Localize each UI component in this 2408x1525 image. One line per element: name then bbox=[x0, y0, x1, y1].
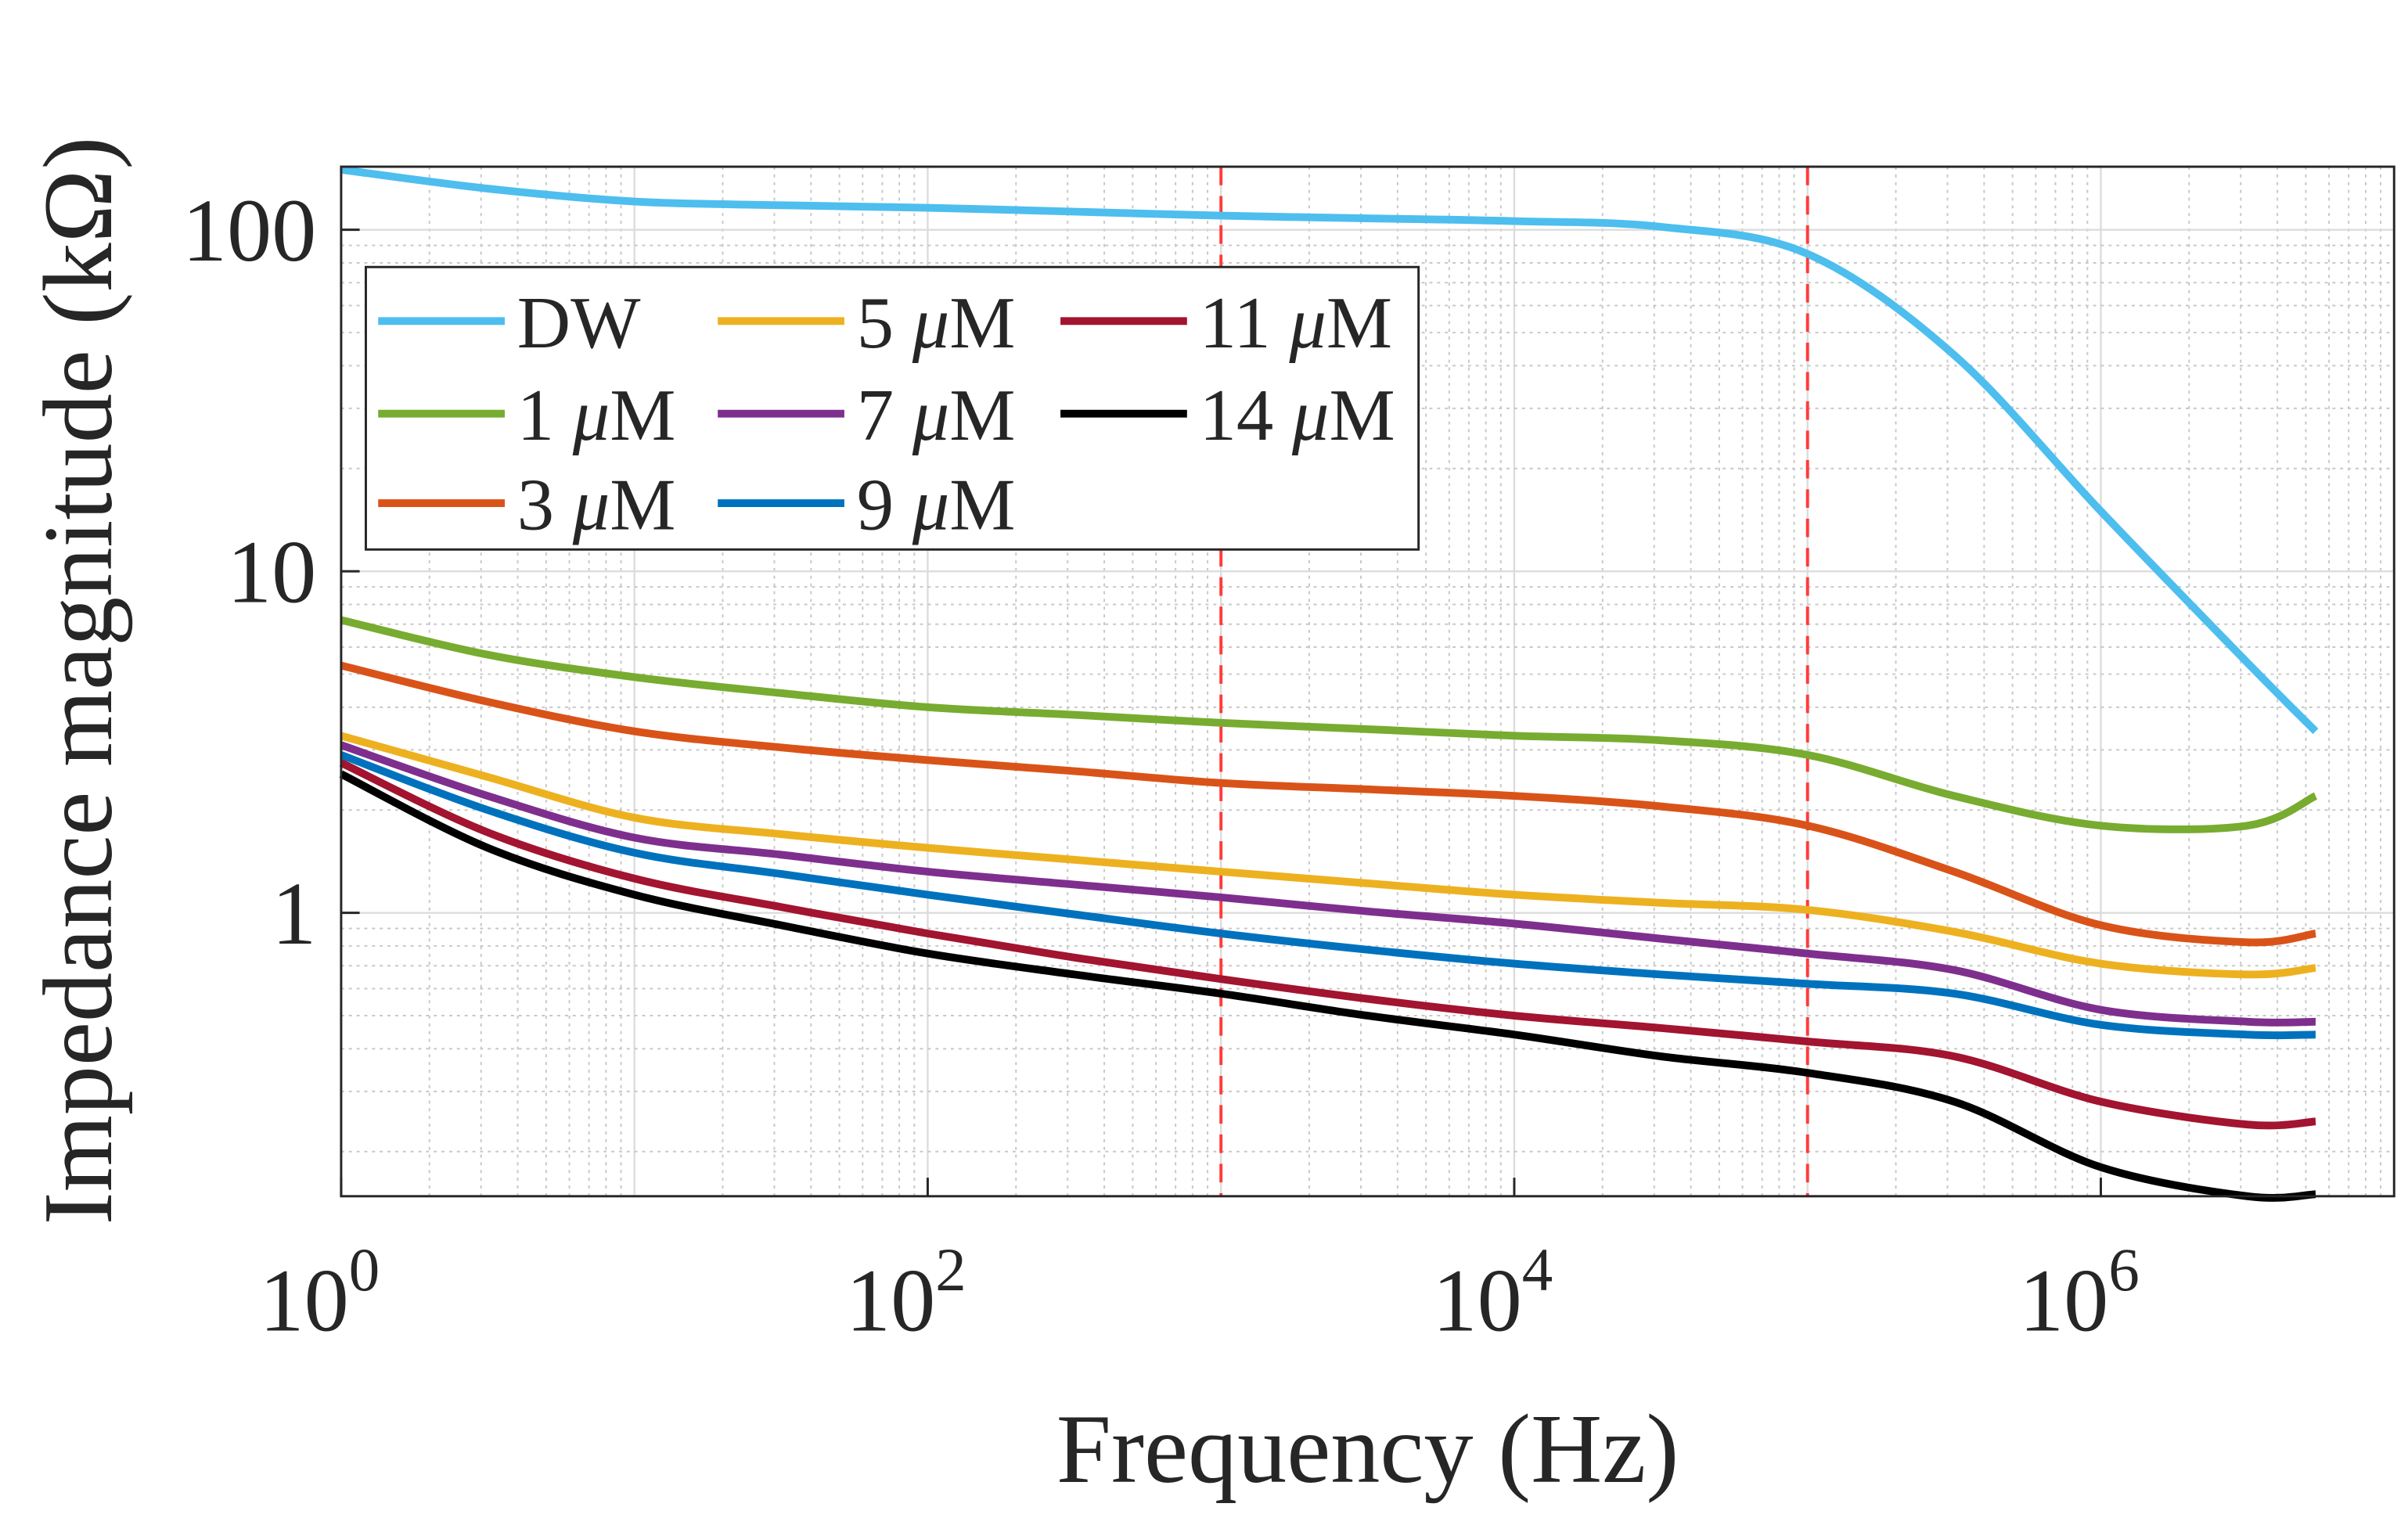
plot-area-frame bbox=[340, 165, 2395, 1198]
x-tick-label: 102 bbox=[846, 1236, 966, 1350]
series-1 bbox=[340, 616, 2318, 833]
legend-label: 9 μM bbox=[857, 465, 1016, 546]
legend-item-11: 11 μM bbox=[1060, 282, 1392, 364]
series-line bbox=[340, 165, 2319, 735]
legend-item-14: 14 μM bbox=[1060, 375, 1395, 456]
x-tick-label: 100 bbox=[259, 1236, 380, 1350]
series-5 bbox=[340, 732, 2316, 979]
series-14 bbox=[339, 770, 2316, 1202]
legend-label: 14 μM bbox=[1200, 375, 1395, 456]
series-7 bbox=[340, 741, 2316, 1027]
reference-lines bbox=[1219, 167, 1809, 1196]
series-line bbox=[340, 616, 2318, 833]
legend-label: 5 μM bbox=[857, 282, 1016, 364]
series-line bbox=[339, 770, 2316, 1202]
series-line bbox=[340, 741, 2316, 1027]
y-tick-label: 10 bbox=[227, 523, 316, 622]
legend-item-dw: DW bbox=[378, 282, 641, 364]
series-9 bbox=[340, 751, 2316, 1040]
series-dw bbox=[340, 165, 2319, 735]
legend-label: 3 μM bbox=[517, 465, 676, 546]
legend-item-1: 1 μM bbox=[378, 375, 675, 456]
legend-item-5: 5 μM bbox=[718, 282, 1015, 364]
legend: DW 1 μM 3 μM 5 μM 7 μM 9 μM 11 μM 14 μM bbox=[364, 265, 1420, 551]
series-line bbox=[340, 751, 2316, 1040]
series-11 bbox=[339, 759, 2316, 1130]
legend-item-3: 3 μM bbox=[378, 465, 675, 546]
legend-label: 11 μM bbox=[1200, 282, 1393, 364]
legend-label: 1 μM bbox=[517, 375, 676, 456]
legend-label: DW bbox=[517, 282, 641, 364]
series-lines bbox=[339, 165, 2319, 1202]
legend-label: 7 μM bbox=[857, 375, 1016, 456]
x-axis-label: Frequency (Hz) bbox=[1056, 1395, 1679, 1504]
legend-item-7: 7 μM bbox=[718, 375, 1015, 456]
series-line bbox=[340, 661, 2316, 947]
legend-box bbox=[364, 265, 1420, 551]
axis-ticks: 100 102 104 106 1 10 100 bbox=[182, 181, 2140, 1350]
series-line bbox=[340, 732, 2316, 979]
x-tick-label: 104 bbox=[1432, 1236, 1553, 1350]
series-line bbox=[339, 759, 2316, 1130]
y-axis-label: Impedance magnitude (kΩ) bbox=[24, 137, 133, 1225]
legend-item-9: 9 μM bbox=[718, 465, 1015, 546]
x-tick-label: 106 bbox=[2019, 1236, 2140, 1350]
series-3 bbox=[340, 661, 2316, 947]
y-tick-label: 100 bbox=[182, 181, 317, 280]
y-tick-label: 1 bbox=[272, 864, 316, 963]
